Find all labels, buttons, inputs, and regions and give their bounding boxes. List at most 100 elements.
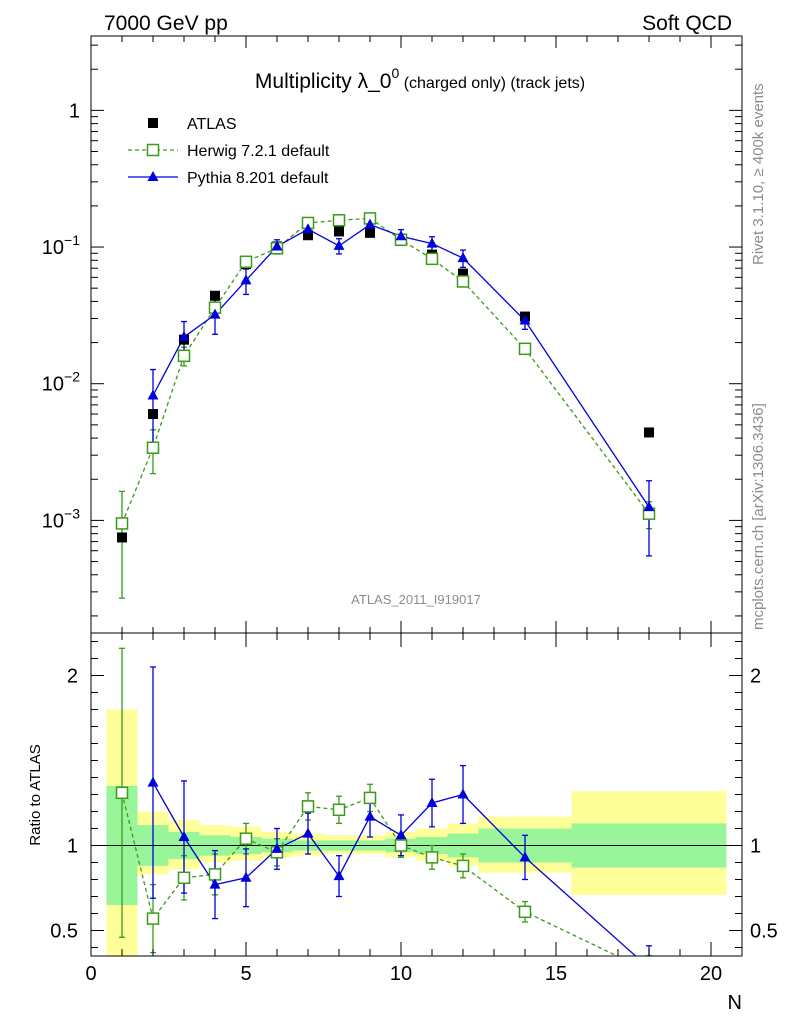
ratio-y-tick-labels: 0.5 0.5 1 1 2 2 <box>50 666 778 943</box>
pythia-point <box>147 776 159 787</box>
pythia-point <box>519 851 531 862</box>
main-y-tick-label: 10−3 <box>42 505 80 532</box>
x-axis-label: N <box>728 992 742 1014</box>
header-category-label: Soft QCD <box>642 12 732 35</box>
pythia-point <box>333 239 345 250</box>
legend-atlas-label: ATLAS <box>187 116 237 133</box>
pythia-point <box>240 871 252 882</box>
herwig-point <box>425 851 439 864</box>
main-plot-title: Multiplicity λ_00 (charged only) (track … <box>255 65 585 93</box>
x-tick-labels: 0 5 10 15 20 <box>85 963 722 985</box>
pythia-point <box>271 842 283 853</box>
pythia-line <box>152 223 650 508</box>
legend-pythia-label: Pythia 8.201 default <box>187 170 329 187</box>
pythia-point <box>457 788 469 799</box>
ratio-y-tick-label-left: 0.5 <box>50 921 78 943</box>
pythia-point <box>395 829 407 840</box>
main-plot-panel: 1 10−1 10−2 10−3 Multiplicity λ_00 (charged… <box>42 35 743 634</box>
pythia-point <box>457 252 469 263</box>
pythia-point <box>178 831 190 841</box>
atlas-point <box>210 290 220 301</box>
pythia-point <box>240 274 252 285</box>
x-tick-label: 5 <box>240 963 251 985</box>
herwig-ratio-line <box>121 792 619 956</box>
herwig-point <box>177 871 191 885</box>
atlas-point <box>303 230 313 241</box>
analysis-id-watermark: ATLAS_2011_I919017 <box>351 592 481 607</box>
herwig-point <box>115 786 129 800</box>
ratio-y-tick-label-right: 1 <box>750 836 761 858</box>
herwig-point <box>239 255 253 269</box>
herwig-point <box>177 349 191 363</box>
herwig-point <box>239 832 253 845</box>
atlas-point <box>644 427 654 438</box>
ratio-y-axis-label: Ratio to ATLAS <box>27 744 44 845</box>
ratio-y-tick-label-right: 2 <box>750 666 761 688</box>
legend: ATLAS Herwig 7.2.1 default Pythia 8.201 … <box>128 116 330 187</box>
pythia-point <box>209 878 221 889</box>
pythia-point <box>643 501 655 512</box>
mcplots-reference-label: mcplots.cern.ch [arXiv:1306.3436] <box>750 403 767 630</box>
herwig-line <box>121 217 650 524</box>
ratio-plot-panel: 0.5 0.5 1 1 2 2 0 5 10 15 20 Ratio to ATLAS N <box>27 632 778 1014</box>
pythia-point <box>147 389 159 400</box>
atlas-point <box>458 268 468 279</box>
ratio-uncertainty-bands <box>106 709 727 956</box>
pythia-point <box>519 314 531 325</box>
herwig-point <box>146 441 160 455</box>
ratio-y-tick-label-right: 0.5 <box>750 921 778 943</box>
herwig-point <box>332 803 346 817</box>
herwig-point <box>363 791 377 805</box>
ratio-series-clipped <box>115 647 652 956</box>
header-energy-label: 7000 GeV pp <box>104 12 228 35</box>
main-y-tick-label: 10−1 <box>42 232 80 259</box>
herwig-point <box>518 905 532 919</box>
pythia-point <box>178 330 190 341</box>
legend-pythia-marker <box>147 171 159 181</box>
atlas-point <box>334 226 344 237</box>
herwig-point <box>518 342 532 356</box>
title-suffix: (charged only) (track jets) <box>399 75 585 92</box>
herwig-point <box>301 800 315 813</box>
atlas-point <box>365 227 375 238</box>
herwig-point <box>456 859 470 873</box>
herwig-point <box>425 252 439 266</box>
herwig-point <box>146 912 160 925</box>
legend-herwig-marker <box>146 143 160 157</box>
pythia-point <box>209 308 221 319</box>
herwig-point <box>208 868 222 881</box>
ratio-y-tick-label-left: 2 <box>67 666 78 688</box>
main-series-layer <box>115 212 656 599</box>
herwig-point <box>115 517 129 530</box>
legend-herwig-label: Herwig 7.2.1 default <box>187 143 330 160</box>
title-main: Multiplicity λ_0 <box>255 70 392 93</box>
x-tick-label: 15 <box>545 963 567 985</box>
pythia-point <box>302 827 314 838</box>
pythia-point <box>364 810 376 821</box>
x-tick-label: 10 <box>390 963 412 985</box>
title-superscript: 0 <box>391 65 399 81</box>
main-x-ticks <box>90 36 743 633</box>
atlas-point <box>148 409 158 420</box>
main-y-tick-label: 10−2 <box>42 369 80 396</box>
pythia-point <box>426 797 438 807</box>
pythia-point <box>426 237 438 248</box>
x-tick-label: 20 <box>700 963 722 985</box>
main-y-tick-labels: 1 10−1 10−2 10−3 <box>42 100 80 532</box>
main-y-ticks <box>91 44 742 617</box>
ratio-y-tick-label-left: 1 <box>67 836 78 858</box>
legend-atlas-marker <box>148 118 158 128</box>
herwig-point <box>332 214 346 227</box>
rivet-version-label: Rivet 3.1.10, ≥ 400k events <box>750 83 767 265</box>
pythia-point <box>302 223 314 234</box>
main-y-tick-label: 1 <box>69 100 80 122</box>
herwig-point <box>456 275 470 288</box>
pythia-point <box>333 870 345 881</box>
atlas-point <box>117 532 127 543</box>
herwig-point <box>394 839 408 852</box>
x-tick-label: 0 <box>85 963 96 985</box>
ratio-ticks <box>90 633 743 956</box>
pythia-point <box>364 218 376 229</box>
ratio-series-layer <box>115 647 652 956</box>
